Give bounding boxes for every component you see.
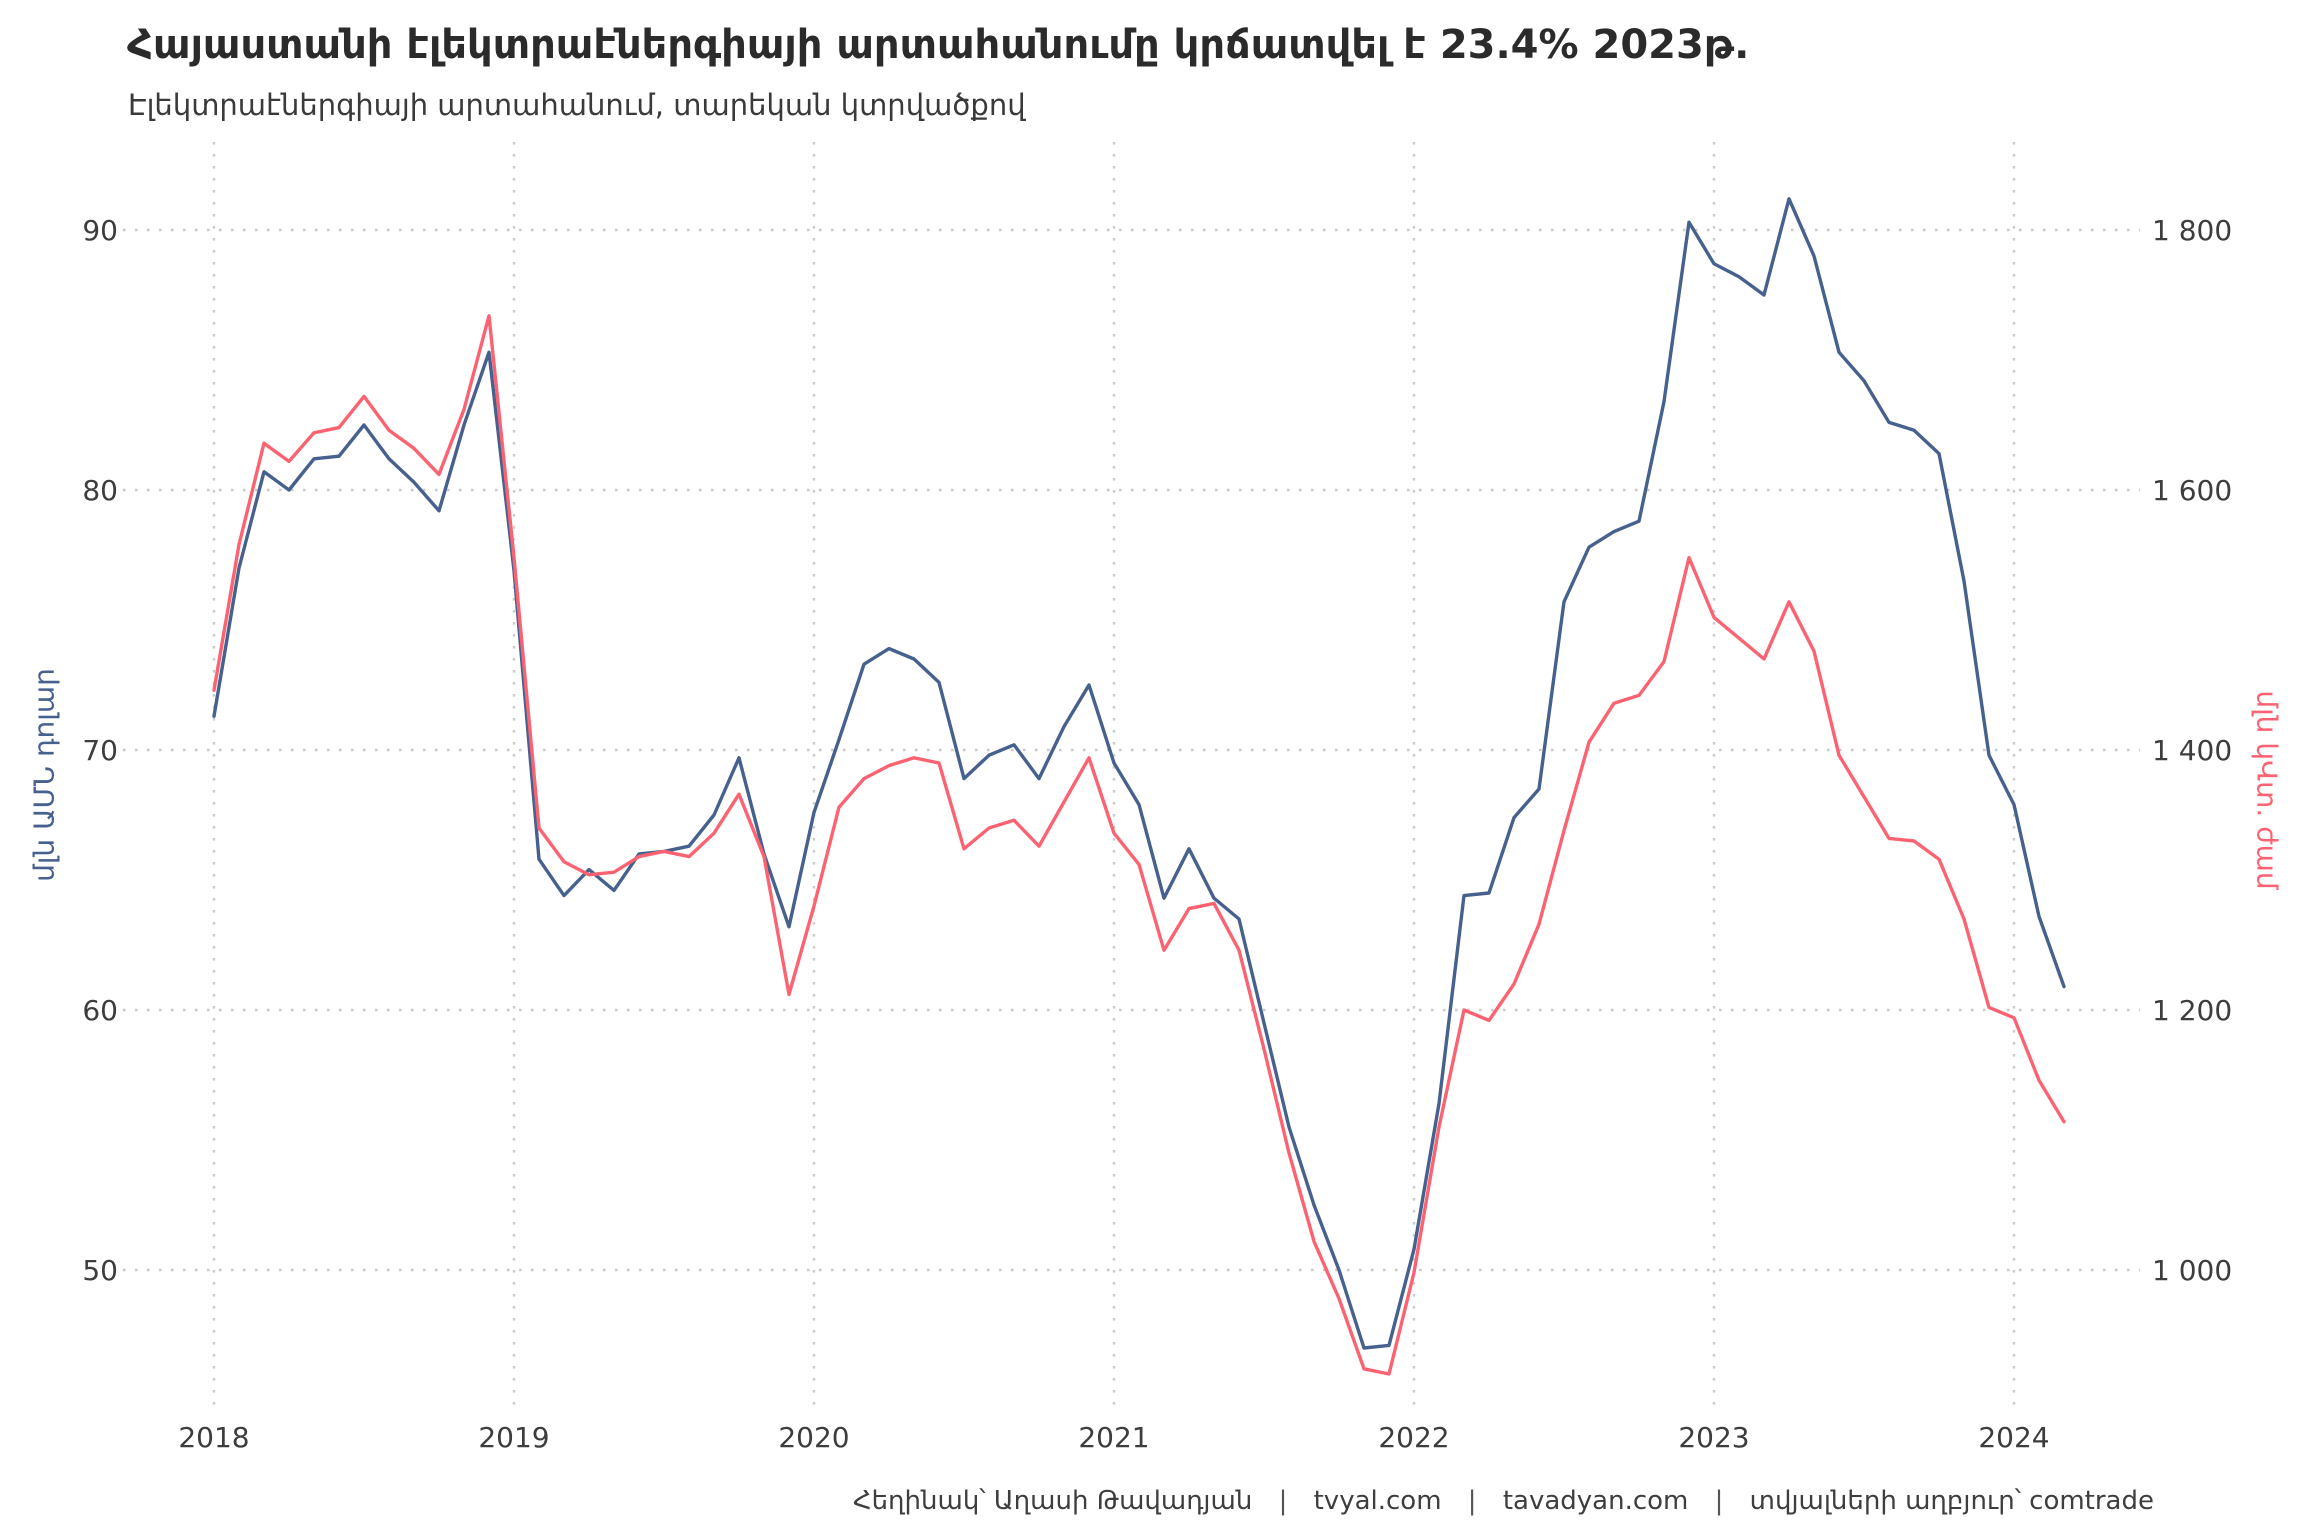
footer-caption: Հեղինակ՝ Աղասի Թավադյան | tvyal.com | ta… — [853, 1486, 2154, 1516]
footer-data-source: տվյալների աղբյուր՝ comtrade — [1749, 1486, 2154, 1516]
x-axis-tick-label: 2018 — [178, 1421, 249, 1454]
left-axis-tick-label: 50 — [82, 1254, 118, 1287]
exports-mln-usd-line — [212, 197, 2066, 1350]
volume-mln-kwh-line — [212, 314, 2066, 1376]
x-axis-tick-label: 2022 — [1378, 1421, 1449, 1454]
x-axis-tick-label: 2023 — [1678, 1421, 1749, 1454]
x-axis-tick-label: 2019 — [478, 1421, 549, 1454]
footer-separator: | — [1714, 1486, 1724, 1516]
footer-site-tvyal: tvyal.com — [1313, 1486, 1442, 1516]
x-axis-tick-label: 2021 — [1078, 1421, 1149, 1454]
chart-title: Հայաստանի էլեկտրաէներգիայի արտահանումը կ… — [127, 22, 1750, 68]
left-axis-title: մլն ԱՄՆ դոլար — [27, 668, 61, 882]
right-axis-tick-label: 1 400 — [2152, 734, 2232, 767]
right-axis-title: մլն կՎտ. ժամ — [2250, 690, 2284, 890]
left-axis-tick-label: 80 — [82, 474, 118, 507]
footer-site-tavadyan: tavadyan.com — [1502, 1486, 1689, 1516]
right-axis-tick-label: 1 600 — [2152, 474, 2232, 507]
x-axis-tick-label: 2020 — [778, 1421, 849, 1454]
footer-separator: | — [1278, 1486, 1288, 1516]
x-axis-tick-label: 2024 — [1978, 1421, 2049, 1454]
footer-separator: | — [1467, 1486, 1477, 1516]
left-axis-tick-label: 60 — [82, 994, 118, 1027]
left-axis-tick-label: 90 — [82, 214, 118, 247]
right-axis-tick-label: 1 000 — [2152, 1254, 2232, 1287]
right-axis-tick-label: 1 200 — [2152, 994, 2232, 1027]
left-axis-tick-label: 70 — [82, 734, 118, 767]
footer-author: Հեղինակ՝ Աղասի Թավադյան — [852, 1486, 1253, 1516]
right-axis-tick-label: 1 800 — [2152, 214, 2232, 247]
chart-subtitle: Էլեկտրաէներգիայի արտահանում, տարեկան կտր… — [128, 88, 1026, 122]
